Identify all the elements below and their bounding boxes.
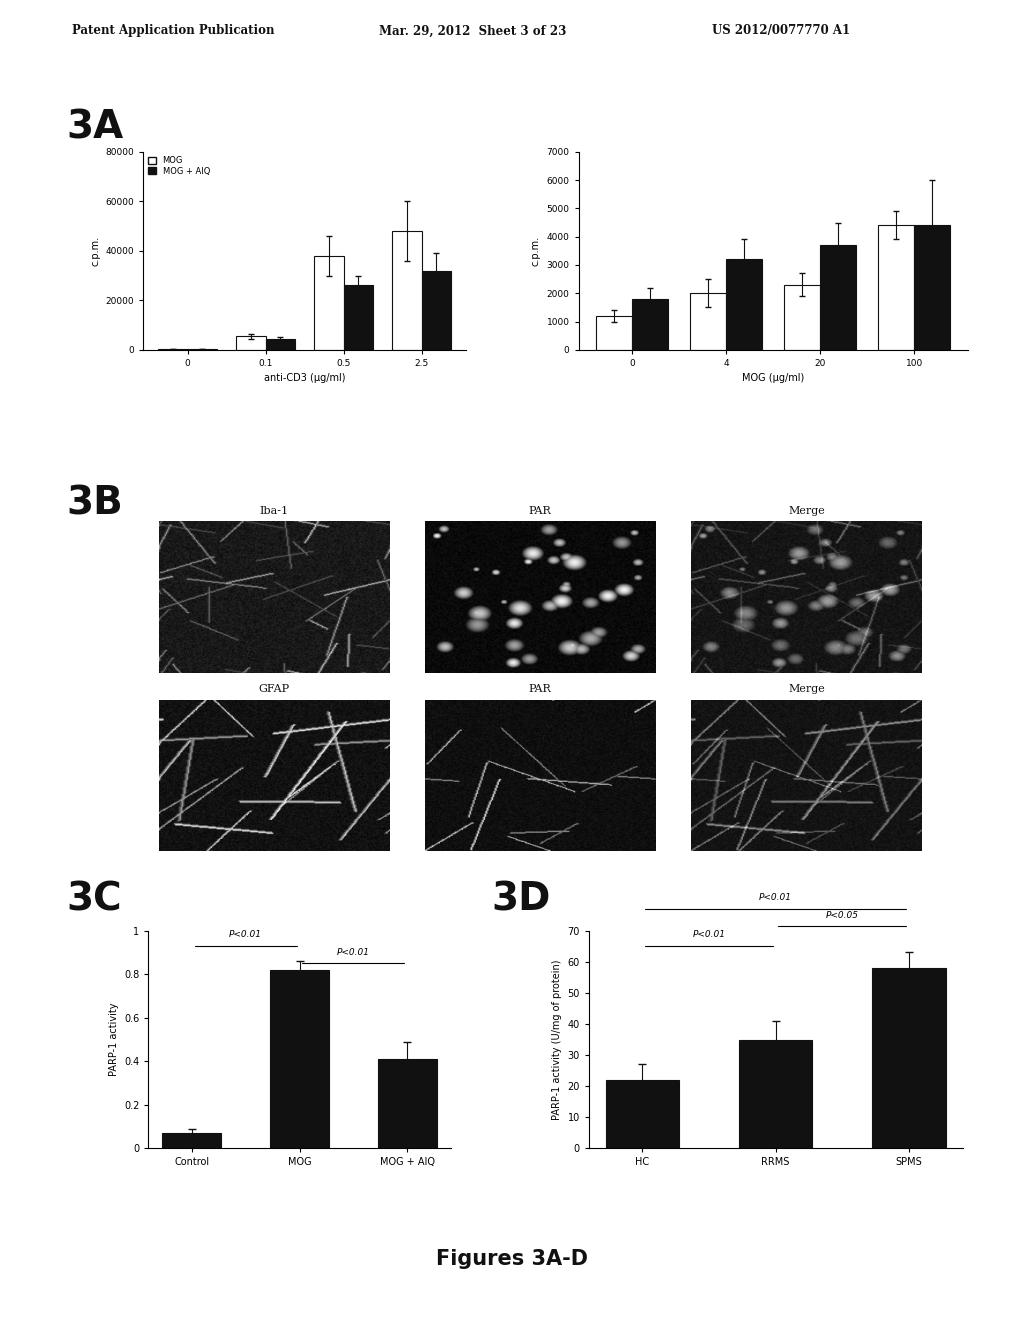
Bar (422, 271, 452, 350)
Bar (690, 293, 726, 350)
Text: Mar. 29, 2012  Sheet 3 of 23: Mar. 29, 2012 Sheet 3 of 23 (379, 24, 566, 37)
Y-axis label: PARP-1 activity: PARP-1 activity (109, 1003, 119, 1076)
Bar (914, 226, 950, 350)
Text: Patent Application Publication: Patent Application Publication (72, 24, 274, 37)
Text: Iba-1: Iba-1 (259, 506, 289, 516)
Y-axis label: PARP-1 activity (U/mg of protein): PARP-1 activity (U/mg of protein) (552, 960, 562, 1119)
X-axis label: anti-CD3 (μg/ml): anti-CD3 (μg/ml) (264, 374, 345, 383)
Text: P<0.01: P<0.01 (337, 948, 370, 957)
Text: 3A: 3A (67, 108, 124, 147)
Bar (378, 1059, 437, 1148)
Bar (632, 298, 668, 350)
Text: Merge: Merge (788, 684, 824, 694)
Text: Figures 3A-D: Figures 3A-D (436, 1249, 588, 1269)
Text: US 2012/0077770 A1: US 2012/0077770 A1 (712, 24, 850, 37)
Bar (784, 285, 820, 350)
Y-axis label: c.p.m.: c.p.m. (90, 236, 100, 265)
Legend: MOG, MOG + AIQ: MOG, MOG + AIQ (147, 156, 210, 176)
Text: 3C: 3C (67, 880, 122, 919)
Text: PAR: PAR (528, 684, 552, 694)
Text: PAR: PAR (528, 506, 552, 516)
Text: P<0.01: P<0.01 (692, 931, 726, 940)
Bar (162, 1133, 221, 1148)
Text: GFAP: GFAP (258, 684, 290, 694)
Text: P<0.01: P<0.01 (759, 894, 793, 903)
Bar (596, 315, 632, 350)
Bar (344, 285, 374, 350)
Bar (270, 970, 329, 1148)
Bar (879, 226, 914, 350)
Text: Merge: Merge (788, 506, 824, 516)
Y-axis label: c.p.m.: c.p.m. (531, 236, 541, 265)
Text: P<0.05: P<0.05 (825, 911, 859, 920)
Bar (606, 1080, 679, 1148)
Bar (236, 337, 265, 350)
Text: 3D: 3D (492, 880, 551, 919)
X-axis label: MOG (μg/ml): MOG (μg/ml) (742, 374, 804, 383)
Bar (392, 231, 422, 350)
Bar (820, 246, 856, 350)
Bar (872, 968, 945, 1148)
Bar (726, 259, 762, 350)
Bar (314, 256, 344, 350)
Text: P<0.01: P<0.01 (229, 931, 262, 940)
Bar (739, 1040, 812, 1148)
Text: 3B: 3B (67, 484, 123, 523)
Bar (265, 339, 295, 350)
